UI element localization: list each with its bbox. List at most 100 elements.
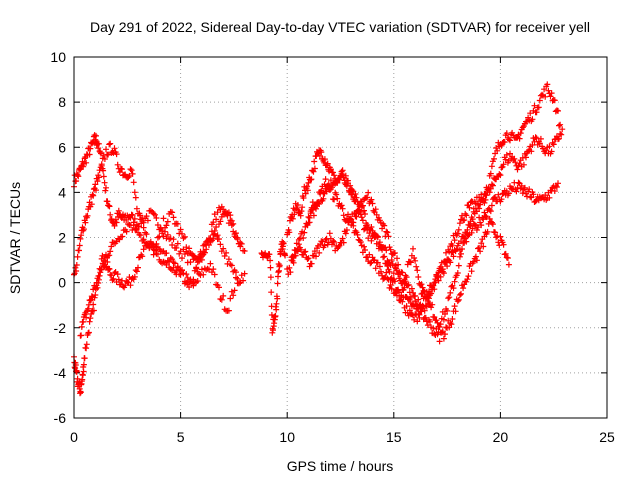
data-point: [108, 216, 115, 222]
data-point: [493, 176, 500, 183]
data-point: [216, 284, 222, 291]
data-point: [556, 122, 562, 129]
data-point: [319, 238, 326, 245]
data-point: [85, 305, 92, 312]
data-point: [160, 215, 167, 222]
data-point: [436, 338, 443, 345]
data-point: [133, 268, 140, 275]
data-point: [384, 229, 391, 236]
x-axis-label: GPS time / hours: [287, 458, 394, 474]
data-point: [329, 182, 335, 189]
data-point: [385, 233, 392, 240]
data-point: [220, 245, 227, 252]
data-point: [272, 313, 279, 319]
data-point: [266, 251, 273, 258]
data-point: [445, 295, 452, 302]
data-point: [471, 221, 478, 228]
data-point: [201, 249, 208, 256]
data-point: [194, 259, 201, 266]
data-point: [427, 318, 433, 325]
data-point: [548, 148, 555, 155]
data-point: [107, 211, 114, 218]
data-point: [479, 215, 486, 221]
data-point: [367, 226, 374, 233]
data-point: [533, 109, 540, 116]
data-point: [530, 191, 537, 198]
data-points: [71, 81, 566, 397]
data-point: [499, 190, 506, 197]
data-point: [227, 295, 234, 302]
data-point: [98, 266, 105, 273]
data-point: [105, 151, 112, 158]
data-point: [177, 271, 184, 278]
data-point: [556, 135, 562, 142]
data-point: [405, 281, 412, 288]
data-point: [241, 270, 248, 277]
data-point: [113, 219, 120, 226]
data-point: [119, 166, 125, 173]
data-point: [395, 271, 402, 278]
data-point: [367, 260, 374, 267]
data-point: [557, 121, 564, 128]
data-point: [89, 293, 96, 300]
x-tick-label: 0: [70, 429, 78, 445]
data-point: [478, 222, 485, 229]
data-point: [169, 242, 176, 248]
data-point: [383, 228, 390, 235]
data-point: [187, 259, 194, 266]
data-point: [154, 234, 161, 241]
data-point: [448, 321, 455, 328]
data-point: [179, 255, 185, 262]
data-point: [455, 296, 462, 303]
data-point: [414, 267, 421, 274]
data-point: [98, 161, 105, 168]
data-point: [335, 244, 342, 250]
data-point: [338, 202, 345, 209]
data-point: [273, 300, 280, 307]
data-point: [488, 181, 495, 188]
data-point: [357, 239, 364, 245]
data-point: [402, 278, 409, 285]
data-point: [322, 176, 329, 183]
data-point: [505, 136, 512, 143]
data-point: [152, 246, 158, 253]
data-point: [528, 194, 535, 201]
data-point: [487, 185, 494, 192]
data-point: [207, 260, 214, 267]
data-point: [300, 235, 307, 241]
data-point: [217, 241, 224, 248]
data-point: [181, 280, 188, 287]
x-tick-label: 5: [177, 429, 185, 445]
data-point: [368, 196, 375, 203]
data-point: [489, 182, 496, 189]
data-point: [368, 224, 375, 230]
data-point: [412, 257, 419, 264]
data-point: [95, 140, 102, 147]
data-point: [466, 222, 473, 229]
data-point: [144, 217, 151, 224]
data-point: [559, 126, 566, 133]
data-point: [394, 255, 400, 262]
data-point: [294, 206, 301, 213]
y-tick-label: 0: [58, 275, 66, 291]
data-point: [330, 181, 336, 187]
data-point: [83, 159, 90, 166]
data-point: [406, 258, 413, 265]
data-point: [173, 244, 180, 251]
data-point: [468, 229, 475, 236]
data-point: [80, 361, 87, 368]
data-point: [358, 214, 365, 221]
data-point: [84, 212, 91, 219]
data-point: [74, 253, 81, 260]
data-point: [551, 97, 558, 104]
data-point: [516, 135, 523, 142]
data-point: [174, 264, 181, 271]
data-point: [558, 131, 565, 138]
data-point: [525, 114, 532, 121]
data-point: [404, 282, 411, 289]
data-point: [383, 269, 390, 276]
data-point: [305, 214, 312, 220]
data-point: [131, 189, 138, 196]
data-point: [198, 256, 205, 263]
data-point: [331, 172, 338, 179]
